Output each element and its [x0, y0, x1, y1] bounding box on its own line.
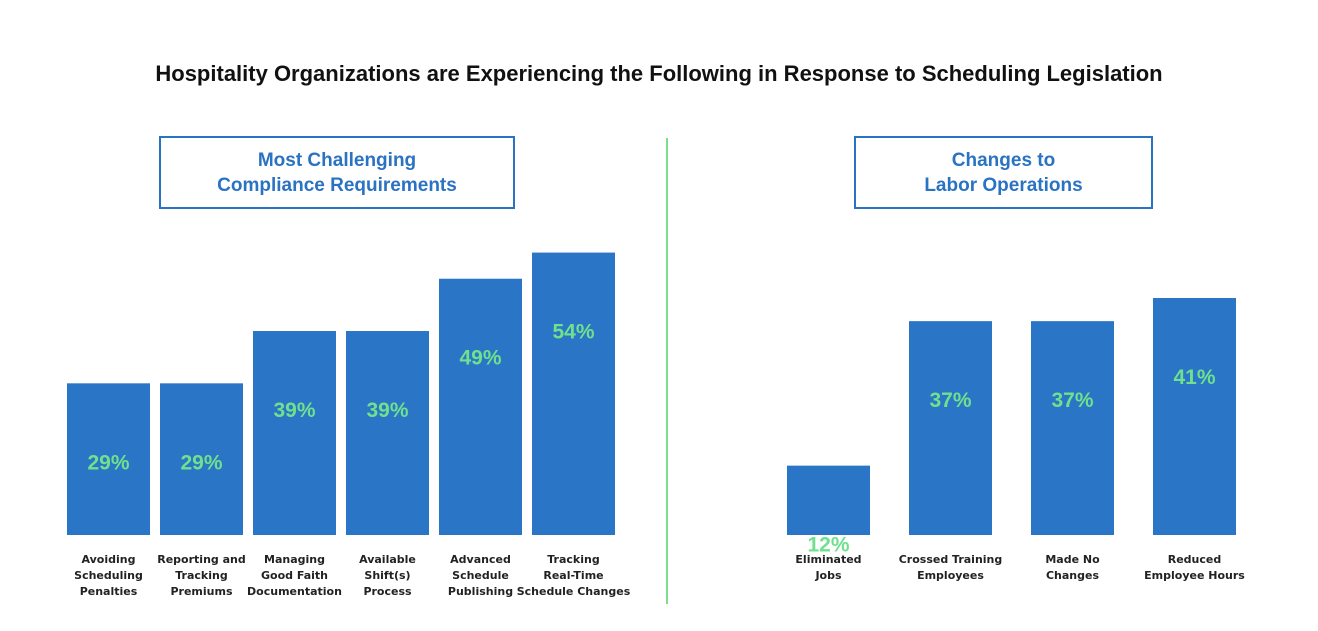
panel-title-line: Labor Operations: [924, 174, 1083, 196]
category-label-line: Jobs: [814, 569, 842, 582]
category-label: Avoiding Scheduling Penalties: [74, 553, 143, 598]
bar: [1031, 321, 1114, 535]
category-label-line: Eliminated: [795, 553, 861, 566]
category-label-line: Advanced: [450, 553, 511, 566]
bar: [909, 321, 992, 535]
category-label-line: Managing: [264, 553, 325, 566]
category-label-line: Reporting and: [157, 553, 245, 566]
bar: [67, 383, 150, 535]
category-label-line: Tracking: [547, 553, 599, 566]
category-label: Reporting and Tracking Premiums: [157, 553, 245, 598]
category-label-line: Penalties: [80, 585, 138, 598]
bar: [439, 278, 522, 535]
bar: [253, 331, 336, 535]
bar-chart-2: 12%Eliminated Jobs 37% Crossed Training Empl…: [787, 298, 1245, 582]
category-label-line: Tracking: [175, 569, 227, 582]
category-label-line: Schedule: [452, 569, 509, 582]
panel-divider: [666, 138, 668, 604]
category-label: Crossed Training Employees: [899, 553, 1003, 582]
panel-title-line: Changes to: [951, 149, 1056, 171]
category-label-line: Premiums: [170, 585, 232, 598]
panel-title-labor-operations: Changes to Labor Operations: [854, 136, 1153, 209]
category-label-line: Documentation: [247, 585, 342, 598]
panel-title-line: Compliance Requirements: [217, 174, 457, 196]
panel-title-challenging-requirements: Most Challenging Compliance Requirements: [159, 136, 515, 209]
category-label-line: Reduced: [1168, 553, 1222, 566]
category-label-line: Employees: [917, 569, 984, 582]
value-label: 37%: [1051, 389, 1093, 412]
value-label: 29%: [180, 451, 222, 474]
panel-title-line: Most Challenging: [257, 149, 417, 171]
value-label: 29%: [87, 451, 129, 474]
value-label: 39%: [273, 399, 315, 422]
bar: [1153, 298, 1236, 535]
category-label-line: Schedule Changes: [517, 585, 631, 598]
value-label: 49%: [459, 347, 501, 370]
bar-chart-1: 29% Avoiding Scheduling Penalties 29% Reporti…: [67, 252, 631, 598]
category-label-line: Publishing: [448, 585, 513, 598]
category-label-line: Real-Time: [543, 569, 603, 582]
category-label-line: Process: [363, 585, 412, 598]
category-label: Available Shift(s) Process: [359, 553, 416, 598]
category-label-line: Good Faith: [261, 569, 328, 582]
category-label: Reduced Employee Hours: [1144, 553, 1245, 582]
category-label-line: Crossed Training: [899, 553, 1003, 566]
category-label-line: Employee Hours: [1144, 569, 1245, 582]
chart-title: Hospitality Organizations are Experienci…: [155, 61, 1163, 86]
category-label: Tracking Real-Time Schedule Changes: [517, 553, 631, 598]
value-label: 54%: [552, 321, 594, 344]
bar: [346, 331, 429, 535]
value-label: 12%: [807, 534, 849, 557]
bar: [160, 383, 243, 535]
category-label: Managing Good Faith Documentation: [247, 553, 342, 598]
category-label-line: Shift(s): [364, 569, 410, 582]
category-label-line: Available: [359, 553, 416, 566]
category-label: Made No Changes: [1045, 553, 1100, 582]
bar: [787, 465, 870, 535]
category-label: Eliminated Jobs: [795, 553, 861, 582]
category-label: Advanced Schedule Publishing: [448, 553, 513, 598]
category-label-line: Avoiding: [82, 553, 136, 566]
value-label: 39%: [366, 399, 408, 422]
value-label: 41%: [1173, 366, 1215, 389]
value-label: 37%: [929, 389, 971, 412]
category-label-line: Scheduling: [74, 569, 143, 582]
bar: [532, 252, 615, 535]
category-label-line: Made No: [1045, 553, 1100, 566]
category-label-line: Changes: [1046, 569, 1099, 582]
